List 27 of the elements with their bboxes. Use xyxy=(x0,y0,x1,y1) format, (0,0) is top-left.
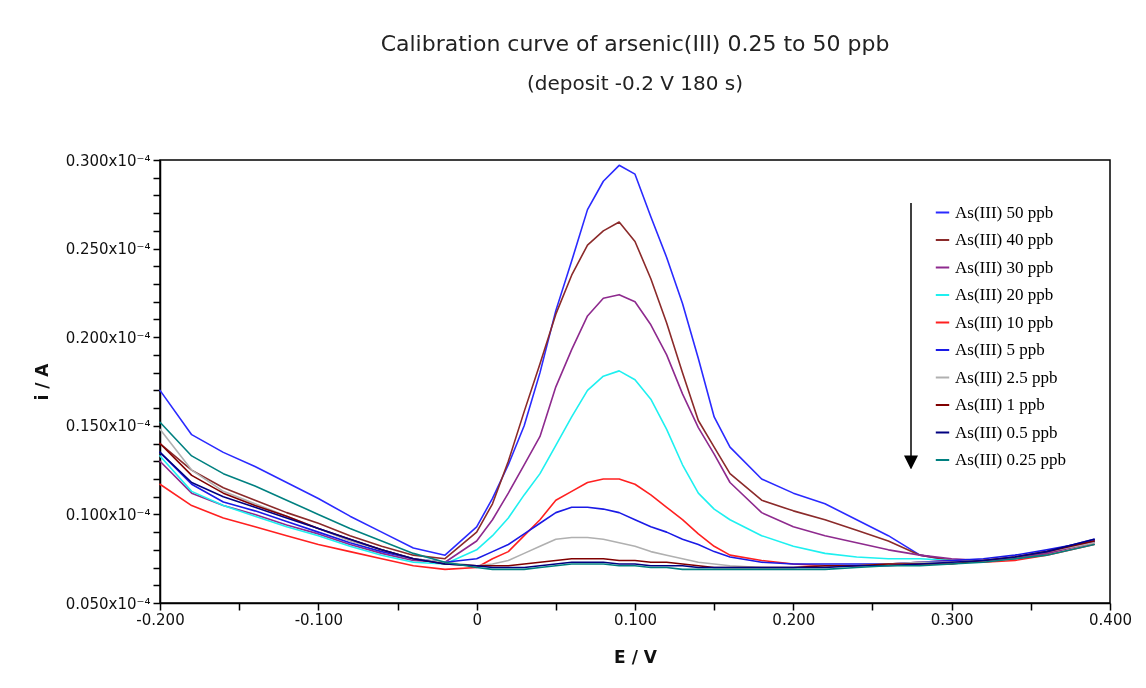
legend-label: As(III) 10 ppb xyxy=(955,312,1054,332)
legend-label: As(III) 1 ppb xyxy=(955,395,1045,414)
x-tick-label: 0 xyxy=(472,610,482,629)
y-tick-label: 0.100x10⁻⁴ xyxy=(65,505,151,524)
x-tick-label: -0.200 xyxy=(136,610,185,629)
y-tick-label: 0.250x10⁻⁴ xyxy=(65,240,151,259)
legend-label: As(III) 20 ppb xyxy=(955,285,1054,304)
legend-label: As(III) 0.5 ppb xyxy=(955,422,1058,442)
legend-label: As(III) 0.25 ppb xyxy=(955,450,1066,469)
legend-label: As(III) 50 ppb xyxy=(955,202,1054,222)
chart-title: Calibration curve of arsenic(III) 0.25 to 50 ppb xyxy=(380,31,890,56)
x-tick-label: 0.400 xyxy=(1089,610,1132,629)
y-tick-label: 0.200x10⁻⁴ xyxy=(65,328,151,347)
x-tick-label: -0.100 xyxy=(294,610,344,629)
x-axis-title: E / V xyxy=(614,646,658,667)
y-tick-label: 0.050x10⁻⁴ xyxy=(65,594,151,613)
legend-label: As(III) 30 ppb xyxy=(955,257,1054,277)
x-tick-label: 0.300 xyxy=(930,610,974,629)
legend-label: As(III) 2.5 ppb xyxy=(955,367,1058,387)
y-tick-label: 0.150x10⁻⁴ xyxy=(65,417,151,436)
legend-label: As(III) 40 ppb xyxy=(955,230,1054,249)
y-tick-label: 0.300x10⁻⁴ xyxy=(65,151,151,170)
y-axis-title: i / A xyxy=(31,362,52,401)
x-tick-label: 0.200 xyxy=(772,610,816,629)
x-tick-label: 0.100 xyxy=(614,610,657,629)
chart-subtitle: (deposit -0.2 V 180 s) xyxy=(526,71,744,95)
legend-label: As(III) 5 ppb xyxy=(955,340,1045,359)
